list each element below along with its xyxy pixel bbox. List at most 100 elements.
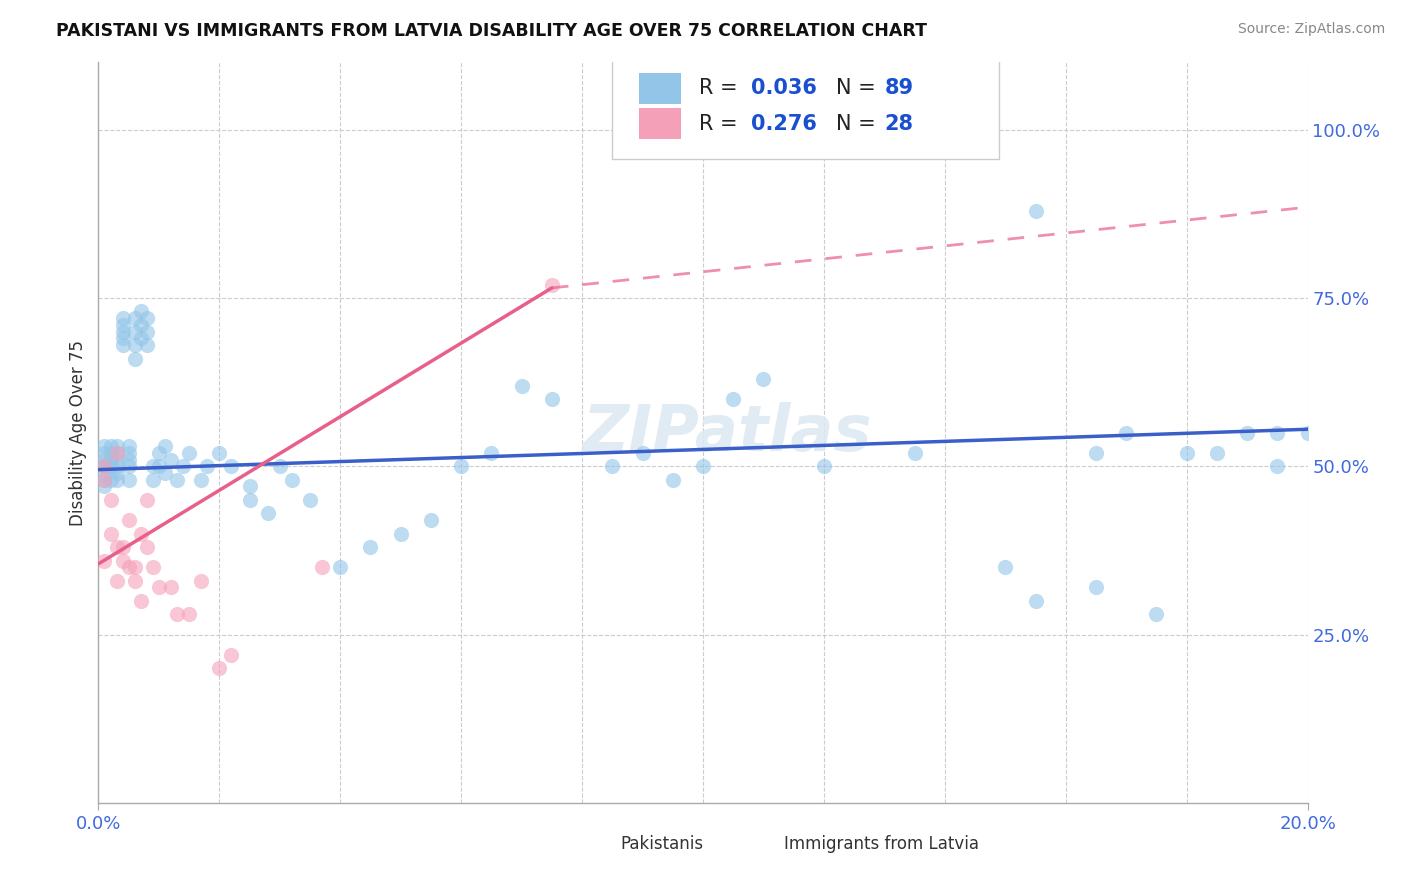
- Point: [124, 338, 146, 352]
- Point: [129, 318, 152, 332]
- Point: [129, 304, 152, 318]
- Point: [179, 607, 201, 622]
- Point: [148, 459, 170, 474]
- Point: [360, 540, 382, 554]
- Point: [153, 439, 176, 453]
- Point: [221, 648, 243, 662]
- Point: [692, 459, 714, 474]
- Point: [118, 473, 141, 487]
- Point: [129, 331, 152, 345]
- Point: [904, 446, 927, 460]
- Point: [100, 459, 122, 474]
- Text: 28: 28: [884, 114, 914, 134]
- Point: [124, 311, 146, 326]
- Point: [135, 311, 157, 326]
- Point: [93, 439, 115, 453]
- Point: [1024, 203, 1046, 218]
- Y-axis label: Disability Age Over 75: Disability Age Over 75: [69, 340, 87, 525]
- Text: R =: R =: [699, 78, 745, 98]
- Point: [93, 466, 115, 480]
- Point: [93, 553, 115, 567]
- Point: [239, 492, 262, 507]
- Point: [1267, 459, 1289, 474]
- Point: [1206, 446, 1229, 460]
- Point: [124, 574, 146, 588]
- Point: [105, 466, 128, 480]
- Point: [510, 378, 533, 392]
- Point: [93, 459, 115, 474]
- Point: [100, 492, 122, 507]
- Point: [111, 338, 134, 352]
- Bar: [582, 832, 613, 855]
- Point: [661, 473, 683, 487]
- Point: [1144, 607, 1167, 622]
- Text: ZIPatlas: ZIPatlas: [582, 401, 872, 464]
- Point: [93, 452, 115, 467]
- Point: [93, 473, 115, 487]
- Point: [190, 574, 212, 588]
- Point: [111, 553, 134, 567]
- Point: [100, 526, 122, 541]
- Point: [195, 459, 218, 474]
- Point: [135, 540, 157, 554]
- Point: [1236, 425, 1258, 440]
- Point: [129, 526, 152, 541]
- Point: [111, 311, 134, 326]
- Text: 89: 89: [884, 78, 914, 98]
- Point: [329, 560, 352, 574]
- Point: [118, 560, 141, 574]
- FancyBboxPatch shape: [613, 59, 1000, 159]
- Point: [105, 473, 128, 487]
- Point: [135, 338, 157, 352]
- Point: [111, 318, 134, 332]
- Point: [450, 459, 472, 474]
- Point: [1024, 594, 1046, 608]
- Point: [166, 473, 188, 487]
- Point: [1115, 425, 1137, 440]
- Point: [208, 446, 231, 460]
- Bar: [638, 73, 682, 103]
- Bar: [638, 108, 682, 139]
- Point: [208, 661, 231, 675]
- Point: [153, 466, 176, 480]
- Point: [93, 479, 115, 493]
- Point: [124, 560, 146, 574]
- Point: [148, 581, 170, 595]
- Point: [239, 479, 262, 493]
- Point: [135, 325, 157, 339]
- Point: [299, 492, 322, 507]
- Text: R =: R =: [699, 114, 745, 134]
- Point: [111, 331, 134, 345]
- Point: [723, 392, 745, 406]
- Point: [166, 607, 188, 622]
- Text: Pakistanis: Pakistanis: [621, 835, 704, 853]
- Point: [93, 446, 115, 460]
- Text: PAKISTANI VS IMMIGRANTS FROM LATVIA DISABILITY AGE OVER 75 CORRELATION CHART: PAKISTANI VS IMMIGRANTS FROM LATVIA DISA…: [56, 22, 927, 40]
- Point: [1296, 425, 1319, 440]
- Point: [1085, 446, 1108, 460]
- Point: [100, 446, 122, 460]
- Point: [105, 459, 128, 474]
- Point: [129, 594, 152, 608]
- Point: [221, 459, 243, 474]
- Point: [1085, 581, 1108, 595]
- Point: [105, 452, 128, 467]
- Point: [135, 492, 157, 507]
- Text: Immigrants from Latvia: Immigrants from Latvia: [785, 835, 979, 853]
- Point: [389, 526, 412, 541]
- Point: [752, 372, 775, 386]
- Point: [100, 452, 122, 467]
- Point: [118, 452, 141, 467]
- Point: [93, 459, 115, 474]
- Point: [111, 325, 134, 339]
- Point: [142, 473, 165, 487]
- Point: [105, 446, 128, 460]
- Point: [602, 459, 624, 474]
- Point: [190, 473, 212, 487]
- Text: 0.036: 0.036: [751, 78, 817, 98]
- Point: [142, 560, 165, 574]
- Point: [111, 540, 134, 554]
- Point: [540, 392, 562, 406]
- Point: [118, 459, 141, 474]
- Point: [124, 325, 146, 339]
